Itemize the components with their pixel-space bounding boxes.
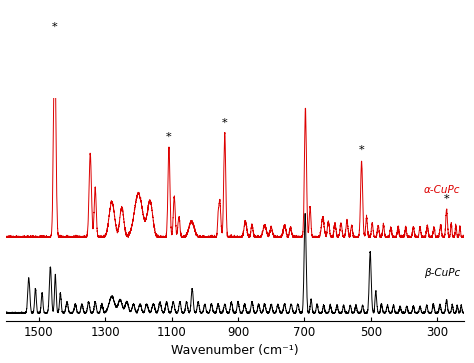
Text: *: * [444, 194, 449, 204]
Text: *: * [222, 118, 228, 128]
X-axis label: Wavenumber (cm⁻¹): Wavenumber (cm⁻¹) [171, 344, 299, 358]
Text: *: * [359, 145, 365, 155]
Text: *: * [166, 132, 172, 142]
Text: β-CuPc: β-CuPc [424, 268, 460, 278]
Text: α-CuPc: α-CuPc [424, 184, 461, 195]
Text: *: * [52, 22, 57, 32]
